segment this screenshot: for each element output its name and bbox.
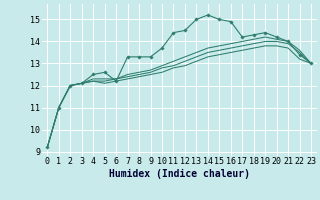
X-axis label: Humidex (Indice chaleur): Humidex (Indice chaleur) bbox=[109, 169, 250, 179]
